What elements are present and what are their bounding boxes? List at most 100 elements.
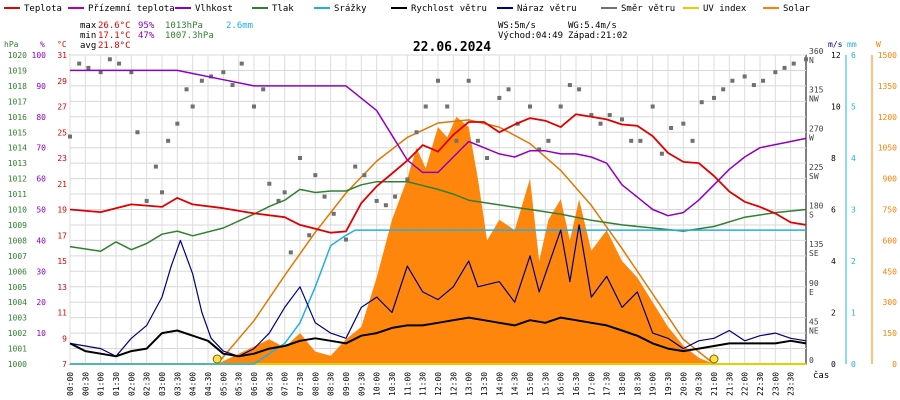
wind-direction-point [607, 113, 612, 118]
tick-temperature: 23 [57, 154, 67, 163]
unit-humidity: % [40, 40, 45, 49]
tick-solar: 900 [883, 175, 898, 184]
wind-direction-point [144, 198, 149, 203]
wind-direction-point [546, 138, 551, 143]
wind-direction-point [567, 83, 572, 88]
x-tick-label: 00:30 [81, 372, 90, 396]
tick-humidity: 100 [32, 51, 47, 60]
x-tick-label: 01:30 [112, 372, 121, 396]
wind-direction-point [190, 104, 195, 109]
stat-min-press: 1007.3hPa [165, 31, 214, 41]
x-tick-label: 03:30 [173, 372, 182, 396]
wind-direction-point [267, 181, 272, 186]
x-tick-label: 20:30 [695, 372, 704, 396]
x-tick-label: 07:30 [296, 372, 305, 396]
tick-temperature: 9 [62, 334, 67, 343]
wind-direction-point [681, 121, 686, 126]
tick-solar: 1050 [878, 144, 897, 153]
wind-direction-point [454, 138, 459, 143]
tick-temperature: 13 [57, 283, 67, 292]
wind-direction-point [86, 65, 91, 70]
wind-direction-point [331, 211, 336, 216]
x-tick-label: 19:00 [649, 372, 658, 396]
x-tick-label: 13:00 [465, 372, 474, 396]
x-tick-label: 14:30 [511, 372, 520, 396]
x-tick-label: 18:30 [633, 372, 642, 396]
tick-wind-direction-label: NE [809, 326, 819, 335]
stat-max-label: max [80, 21, 97, 31]
tick-pressure: 1018 [8, 82, 27, 91]
wind-direction-point [129, 70, 134, 75]
tick-temperature: 15 [57, 257, 67, 266]
x-tick-label: 13:30 [480, 372, 489, 396]
tick-wind-direction-label: SW [809, 172, 819, 181]
tick-solar: 1200 [878, 113, 897, 122]
unit-rain: mm [847, 40, 857, 49]
wind-direction-point [659, 151, 664, 156]
wind-direction-point [184, 87, 189, 92]
tick-pressure: 1019 [8, 66, 27, 75]
series-solar-theoretical [216, 119, 715, 365]
tick-wind-speed: 2 [831, 309, 836, 318]
wind-direction-point [506, 87, 511, 92]
wind-direction-point [791, 61, 796, 66]
tick-humidity: 50 [36, 206, 46, 215]
tick-pressure: 1014 [8, 144, 27, 153]
x-tick-label: 09:00 [342, 372, 351, 396]
tick-wind-speed: 6 [831, 206, 836, 215]
wind-direction-point [712, 95, 716, 100]
x-tick-label: 03:00 [158, 372, 167, 396]
wind-direction-point [117, 61, 122, 66]
wind-direction-point [528, 104, 532, 109]
tick-pressure: 1015 [8, 128, 27, 137]
stat-sunrise: Východ:04:49 [498, 31, 563, 41]
unit-wind-speed: m/s [828, 40, 843, 49]
tick-wind-direction: 45 [809, 317, 819, 326]
x-tick-label: 22:00 [741, 372, 750, 396]
x-tick-label: 20:00 [679, 372, 688, 396]
x-tick-label: 23:00 [771, 372, 780, 396]
tick-pressure: 1010 [8, 206, 27, 215]
tick-temperature: 7 [62, 360, 67, 369]
tick-solar: 0 [892, 360, 897, 369]
wind-direction-point [558, 104, 563, 109]
wind-direction-point [804, 57, 808, 62]
wind-direction-point [589, 113, 594, 118]
wind-direction-point [414, 130, 419, 135]
tick-wind-speed: 10 [831, 103, 841, 112]
wind-direction-point [475, 138, 480, 143]
x-tick-label: 05:00 [219, 372, 228, 396]
x-tick-label: 04:00 [189, 372, 198, 396]
tick-pressure: 1005 [8, 283, 27, 292]
tick-rain: 5 [851, 103, 856, 112]
stat-min-label: min [80, 31, 96, 41]
series-pressure [69, 180, 807, 252]
x-tick-label: 08:30 [327, 372, 336, 396]
tick-wind-direction-label: NW [809, 95, 819, 104]
wind-direction-point [282, 190, 287, 195]
x-tick-label: 17:30 [603, 372, 612, 396]
wind-direction-point [313, 173, 318, 178]
legend-item: Náraz větru [517, 4, 577, 14]
tick-wind-speed: 4 [831, 257, 836, 266]
wind-direction-point [773, 70, 778, 75]
x-tick-label: 11:30 [419, 372, 428, 396]
series-rain [70, 229, 806, 365]
wind-direction-point [239, 61, 244, 66]
chart-axes: 1000100110021003100410051006100710081009… [4, 40, 897, 396]
tick-humidity: 70 [36, 144, 46, 153]
stats-panel: max 26.6°C 95% 1013hPa 2.6mm min 17.1°C … [80, 21, 628, 51]
wind-direction-point [166, 138, 171, 143]
x-tick-label: 16:00 [557, 372, 566, 396]
tick-temperature: 17 [57, 231, 67, 240]
tick-wind-direction-label: N [809, 56, 814, 65]
wind-direction-point [344, 237, 348, 242]
tick-temperature: 19 [57, 206, 67, 215]
x-tick-label: 05:30 [235, 372, 244, 396]
tick-pressure: 1016 [8, 113, 27, 122]
tick-temperature: 29 [57, 77, 67, 86]
tick-pressure: 1001 [8, 345, 27, 354]
stat-sunset: Západ:21:02 [568, 31, 628, 41]
tick-pressure: 1007 [8, 252, 27, 261]
wind-direction-point [650, 104, 655, 109]
